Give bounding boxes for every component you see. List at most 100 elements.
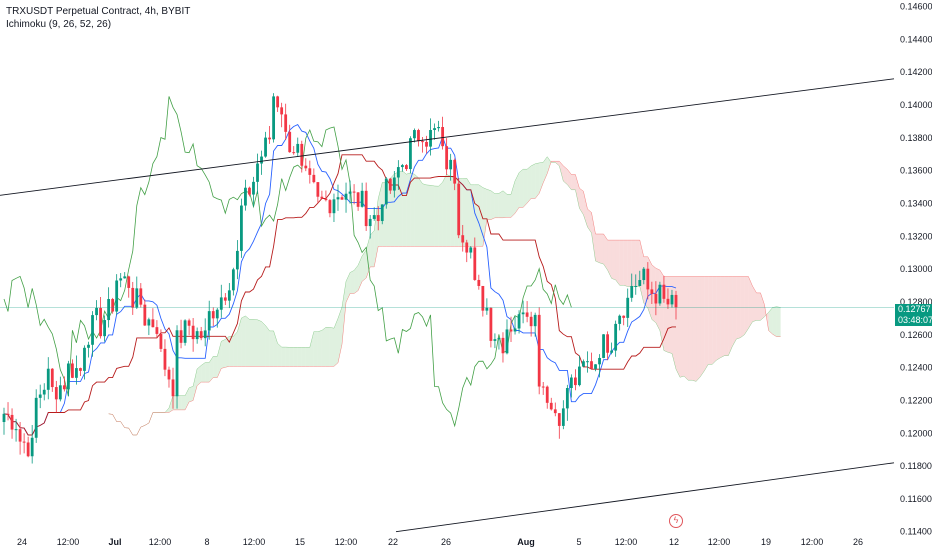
candle-body [26, 442, 30, 457]
cloud-segment [519, 169, 524, 208]
candle-body [465, 242, 469, 253]
cloud-segment [498, 190, 503, 218]
cloud-segment [728, 276, 733, 356]
price-tick-label: 0.13200 [900, 231, 932, 241]
candle-body [264, 137, 267, 157]
candle-body [99, 307, 102, 337]
candle-body [292, 152, 296, 154]
price-axis[interactable]: 0.14600 0.14400 0.14200 0.14000 0.13800 0.136… [900, 2, 932, 537]
candle-body [630, 286, 634, 298]
candle-body [123, 276, 127, 279]
symbol-title[interactable]: TRXUSDT Perpetual Contract, 4h, BYBIT [6, 6, 191, 17]
candle-body [489, 307, 493, 341]
candle-body [219, 297, 223, 310]
cloud-segment [297, 347, 302, 367]
cloud-segment [680, 276, 684, 378]
time-axis[interactable]: 24 12:00 Jul 12:00 8 12:00 15 12:00 22 26 Aug 5 12:0… [17, 537, 863, 547]
time-tick-label: 12 [669, 537, 679, 547]
candle-body [549, 402, 553, 410]
cloud-segment [390, 173, 395, 247]
candle-body [324, 198, 328, 201]
candle-body [553, 409, 557, 414]
cloud-segment [583, 191, 588, 227]
ichimoku-cloud [108, 156, 781, 436]
cloud-segment [426, 184, 431, 247]
candle-body [654, 293, 658, 304]
candle-body [674, 294, 678, 308]
price-tick-label: 0.14600 [900, 2, 932, 12]
price-tick-label: 0.11600 [900, 494, 932, 504]
candle-body [598, 357, 601, 365]
candle-body [421, 141, 424, 143]
candle-body [606, 334, 609, 353]
candle-body [594, 364, 597, 369]
candle-body [658, 284, 662, 304]
candle-body [18, 429, 22, 442]
cloud-segment [277, 343, 282, 367]
candle-body [485, 307, 489, 311]
lightning-alert-icon[interactable]: ϟ [669, 514, 683, 528]
cloud-segment [535, 162, 540, 199]
cloud-segment [253, 319, 258, 367]
cloud-segment [700, 276, 705, 377]
candle-body [449, 159, 453, 170]
candle-body [62, 385, 66, 390]
candle-body [545, 386, 549, 403]
cloud-segment [659, 270, 664, 351]
candle-body [159, 333, 163, 349]
cloud-segment [209, 356, 214, 383]
candle-body [199, 331, 203, 339]
candle-body [107, 299, 111, 321]
price-tick-label: 0.12800 [900, 297, 932, 307]
cloud-segment [724, 276, 729, 356]
price-tick-label: 0.12400 [900, 363, 932, 373]
bar-countdown: 03:48:07 [898, 315, 932, 325]
cloud-segment [269, 330, 274, 367]
candle-body [392, 177, 396, 191]
candle-body [6, 413, 10, 415]
candle-body [34, 397, 38, 438]
candle-body [252, 181, 255, 195]
cloud-segment [688, 276, 693, 381]
candle-body [2, 413, 6, 423]
cloud-segment [317, 330, 322, 367]
cloud-segment [611, 240, 616, 280]
lagging-span [3, 96, 572, 428]
candle-body [425, 141, 428, 147]
candle-body [276, 96, 280, 108]
candle-body [58, 385, 62, 400]
candle-body [409, 138, 412, 170]
candle-body [404, 165, 408, 170]
candle-body [215, 309, 219, 319]
candle-body [602, 334, 605, 358]
candle-body [195, 331, 199, 340]
candle-body [477, 279, 481, 286]
candle-body [501, 337, 505, 354]
candle-body [360, 190, 364, 207]
candle-body [211, 311, 215, 319]
indicator-label[interactable]: Ichimoku (9, 26, 52, 26) [6, 19, 112, 30]
candle-body [284, 114, 288, 132]
cloud-segment [450, 176, 455, 247]
candle-body [413, 130, 416, 139]
candle-body [473, 247, 477, 280]
cloud-segment [543, 156, 548, 183]
candle-body [227, 290, 231, 301]
trendlines[interactable] [0, 78, 895, 533]
cloud-segment [293, 347, 298, 367]
candle-body [437, 127, 440, 129]
candle-body [509, 329, 513, 332]
candle-body [574, 377, 577, 386]
candle-body [384, 178, 388, 205]
candle-body [356, 192, 360, 207]
cloud-segment [233, 331, 238, 367]
candle-body [469, 247, 473, 253]
candle-body [433, 128, 436, 131]
cloud-segment [655, 268, 660, 331]
time-tick-label: 12:00 [335, 537, 358, 547]
cloud-segment [547, 156, 552, 174]
cloud-segment [768, 307, 773, 335]
candle-body [191, 325, 195, 340]
candle-body [300, 143, 304, 166]
